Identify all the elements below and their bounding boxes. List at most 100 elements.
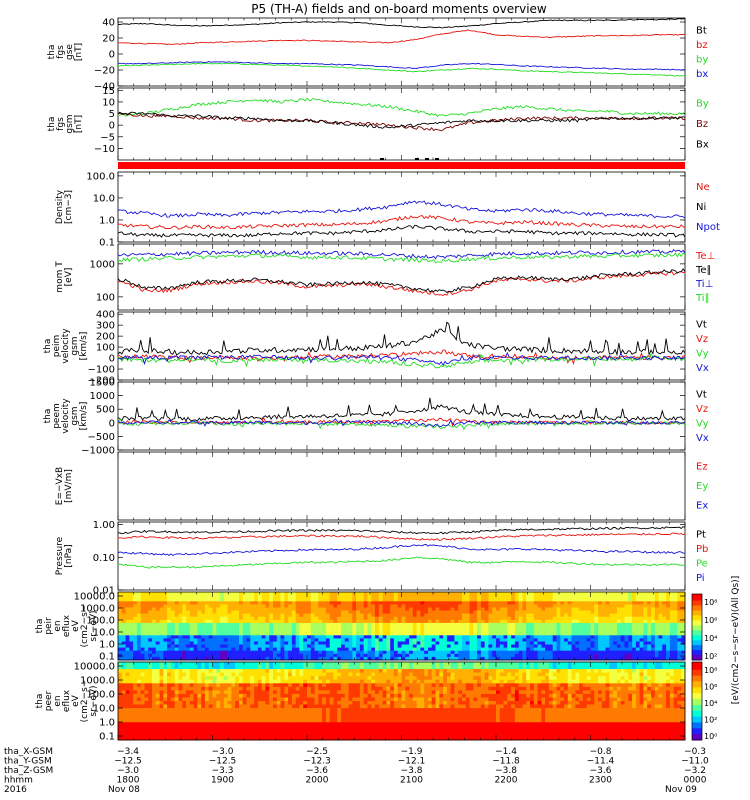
heatmap-cell — [530, 653, 535, 658]
heatmap-cell — [239, 613, 244, 618]
heatmap-cell — [152, 610, 157, 614]
heatmap-cell — [617, 638, 622, 642]
heatmap-cell — [613, 595, 618, 599]
heatmap-cell — [242, 604, 247, 608]
heatmap-cell — [307, 619, 312, 624]
heatmap-cell — [545, 616, 550, 621]
heatmap-cell — [462, 601, 467, 605]
heatmap-cell — [507, 595, 512, 599]
legend-entry: Bz — [696, 119, 708, 130]
heatmap-cell — [246, 653, 251, 658]
heatmap-cell — [601, 632, 606, 636]
heatmap-cell — [582, 622, 588, 627]
heatmap-cell — [556, 598, 561, 602]
heatmap-cell — [148, 715, 153, 720]
heatmap-cell — [235, 697, 240, 702]
heatmap-cell — [227, 653, 232, 658]
heatmap-cell — [499, 607, 504, 611]
heatmap-cell — [239, 626, 244, 630]
heatmap-cell — [152, 704, 157, 709]
heatmap-cell — [359, 653, 365, 658]
heatmap-cell — [193, 669, 198, 673]
heatmap-cell — [681, 619, 686, 624]
heatmap-cell — [541, 616, 546, 621]
heatmap-cell — [178, 711, 183, 716]
heatmap-cell — [155, 701, 160, 705]
heatmap-cell — [307, 629, 312, 633]
heatmap-cell — [174, 626, 179, 630]
heatmap-cell — [174, 616, 179, 621]
heatmap-cell — [242, 607, 247, 611]
heatmap-cell — [318, 619, 323, 624]
heatmap-cell — [526, 656, 531, 661]
heatmap-cell — [605, 613, 610, 618]
heatmap-cell — [537, 632, 542, 636]
heatmap-cell — [537, 598, 542, 602]
heatmap-cell — [522, 616, 527, 621]
heatmap-cell — [405, 610, 410, 614]
heatmap-cell — [401, 604, 406, 608]
heatmap-cell — [178, 629, 183, 633]
heatmap-cell — [635, 610, 641, 614]
heatmap-cell — [174, 644, 179, 648]
heatmap-cell — [564, 604, 569, 608]
heatmap-cell — [242, 622, 247, 627]
heatmap-cell — [439, 650, 444, 655]
heatmap-cell — [318, 616, 323, 621]
heatmap-cell — [632, 644, 637, 648]
heatmap-cell — [299, 610, 304, 614]
heatmap-cell — [163, 690, 168, 695]
heatmap-cell — [412, 641, 417, 645]
heatmap-cell — [333, 635, 338, 639]
heatmap-cell — [541, 647, 546, 652]
heatmap-cell — [431, 656, 436, 661]
heatmap-cell — [307, 635, 312, 639]
heatmap-cell — [560, 653, 565, 658]
heatmap-cell — [511, 629, 516, 633]
heatmap-cell — [284, 622, 289, 627]
heatmap-cell — [575, 629, 580, 633]
heatmap-cell — [216, 613, 221, 618]
heatmap-cell — [159, 679, 164, 684]
heatmap-cell — [163, 704, 168, 709]
heatmap-cell — [284, 607, 289, 611]
heatmap-cell — [450, 607, 455, 611]
heatmap-cell — [643, 653, 648, 658]
heatmap-cell — [182, 683, 187, 688]
heatmap-cell — [121, 662, 126, 666]
heatmap-cell — [537, 613, 542, 618]
heatmap-cell — [348, 616, 353, 621]
heatmap-cell — [118, 647, 123, 652]
heatmap-cell — [352, 641, 357, 645]
heatmap-cell — [579, 610, 584, 614]
heatmap-cell — [246, 632, 251, 636]
heatmap-cell — [246, 736, 251, 741]
heatmap-cell — [647, 632, 652, 636]
heatmap-cell — [409, 592, 414, 596]
heatmap-cell — [223, 725, 228, 730]
heatmap-cell — [227, 610, 232, 614]
heatmap-cell — [193, 665, 198, 670]
heatmap-cell — [545, 604, 550, 608]
heatmap-cell — [375, 632, 380, 636]
heatmap-cell — [303, 622, 308, 627]
heatmap-cell — [212, 683, 217, 688]
heatmap-cell — [454, 592, 459, 596]
heatmap-cell — [405, 650, 410, 655]
heatmap-cell — [477, 619, 482, 624]
heatmap-cell — [480, 604, 486, 608]
heatmap-cell — [254, 604, 259, 608]
heatmap-cell — [129, 690, 134, 695]
heatmap-cell — [204, 632, 210, 636]
heatmap-cell — [178, 683, 183, 688]
heatmap-cell — [601, 650, 606, 655]
heatmap-cell — [170, 622, 176, 627]
heatmap-cell — [666, 632, 671, 636]
heatmap-cell — [242, 616, 247, 621]
heatmap-cell — [643, 616, 648, 621]
heatmap-cell — [125, 638, 130, 642]
heatmap-cell — [322, 613, 327, 618]
heatmap-cell — [499, 595, 504, 599]
heatmap-cell — [265, 632, 270, 636]
heatmap-cell — [246, 613, 251, 618]
